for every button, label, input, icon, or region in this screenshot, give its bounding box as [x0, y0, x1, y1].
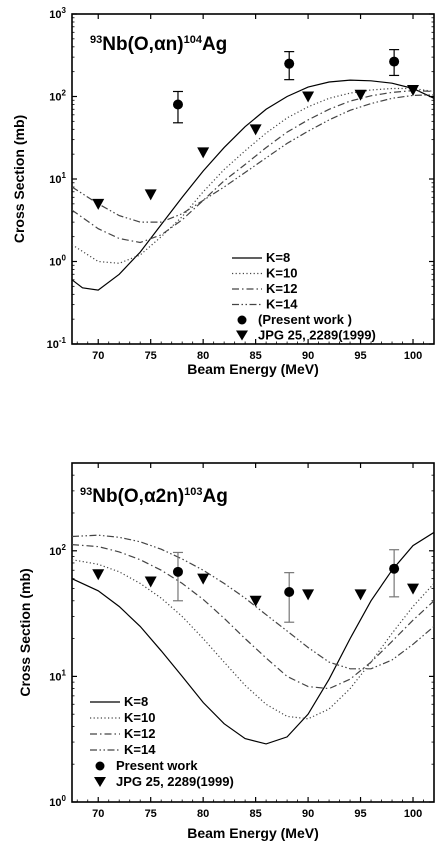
x-tick-label: 80	[197, 808, 209, 820]
chart-panel-1: 70 75 80 85 90 95 100 10-1 100 101 102 103 Beam Ener…	[11, 6, 435, 377]
legend-label: K=12	[124, 726, 155, 741]
plot-frame	[71, 13, 435, 345]
y-tick-label: 100	[49, 254, 66, 269]
legend-label: K=10	[124, 710, 155, 725]
x-tick-label: 75	[145, 350, 157, 362]
y-tick-label: 10-1	[47, 336, 67, 351]
legend-label: (Present work )	[258, 312, 352, 327]
series-line-k-10	[72, 559, 434, 720]
jpg-data-point	[249, 595, 262, 607]
jpg-data-point	[302, 91, 315, 103]
legend-label: K=14	[266, 297, 298, 312]
legend-marker	[236, 330, 248, 341]
present-work-point	[389, 563, 400, 574]
plot-frame	[71, 462, 435, 803]
jpg-data-point	[249, 124, 262, 136]
series-line-k-8	[72, 531, 434, 745]
jpg-data-point	[354, 89, 367, 101]
legend-label: Present work	[116, 758, 198, 773]
legend-label: K=8	[266, 250, 290, 265]
series-line-k-8	[72, 79, 434, 291]
legend-label: K=10	[266, 266, 297, 281]
y-axis-label: Cross Section (mb)	[17, 568, 33, 696]
x-tick-label: 90	[302, 350, 314, 362]
legend-marker	[237, 315, 247, 325]
legend-marker	[94, 777, 106, 787]
data-layer	[72, 531, 434, 745]
x-tick-label: 75	[145, 808, 157, 820]
legend-label: K=14	[124, 742, 156, 757]
present-work-point	[284, 58, 295, 69]
series-line-k-14	[72, 534, 434, 670]
y-tick-label: 103	[49, 6, 66, 21]
x-tick-label: 95	[354, 350, 366, 362]
legend-label: JPG 25, 2289(1999)	[258, 328, 376, 343]
jpg-data-point	[407, 84, 420, 96]
jpg-data-point	[197, 147, 210, 159]
present-work-point	[172, 99, 183, 110]
chart-title: 93Nb(O,αn)104Ag	[90, 34, 227, 55]
y-tick-label: 101	[49, 668, 66, 683]
x-tick-label: 80	[197, 350, 209, 362]
legend-label: JPG 25, 2289(1999)	[116, 774, 234, 789]
series-line-k-10	[72, 87, 434, 264]
legend-marker	[95, 761, 105, 771]
x-tick-label: 90	[302, 808, 314, 820]
y-tick-label: 101	[49, 171, 66, 186]
y-tick-label: 100	[49, 794, 66, 809]
x-tick-label: 85	[249, 808, 261, 820]
jpg-data-point	[407, 583, 420, 595]
jpg-data-point	[354, 589, 367, 601]
present-work-point	[284, 586, 295, 597]
present-work-point	[172, 566, 183, 577]
x-axis-label: Beam Energy (MeV)	[187, 361, 318, 377]
series-line-k-12	[72, 89, 434, 244]
jpg-data-point	[144, 189, 157, 201]
y-axis-label: Cross Section (mb)	[11, 115, 27, 243]
x-tick-label: 70	[92, 808, 104, 820]
x-axis-label: Beam Energy (MeV)	[187, 825, 318, 841]
jpg-data-point	[197, 573, 210, 585]
legend: K=8K=10K=12K=14(Present work )JPG 25, 22…	[232, 250, 376, 343]
y-tick-label: 102	[49, 543, 66, 558]
x-tick-label: 100	[404, 808, 422, 820]
present-work-point	[389, 56, 400, 67]
x-tick-label: 100	[404, 350, 422, 362]
chart-panel-2: 70 75 80 85 90 95 100 100 101 102 Beam Energy (MeV…	[17, 462, 435, 841]
legend-label: K=12	[266, 281, 297, 296]
jpg-data-point	[92, 569, 105, 581]
series-line-k-12	[72, 544, 434, 690]
chart-title: 93Nb(O,α2n)103Ag	[80, 486, 228, 507]
x-tick-label: 85	[249, 350, 261, 362]
x-tick-label: 70	[92, 350, 104, 362]
data-layer	[72, 49, 434, 291]
series-line-k-14	[72, 94, 434, 223]
jpg-data-point	[302, 589, 315, 601]
y-tick-label: 102	[49, 89, 66, 104]
jpg-data-point	[144, 576, 157, 588]
legend-label: K=8	[124, 694, 148, 709]
jpg-data-point	[92, 198, 105, 210]
x-tick-label: 95	[354, 808, 366, 820]
